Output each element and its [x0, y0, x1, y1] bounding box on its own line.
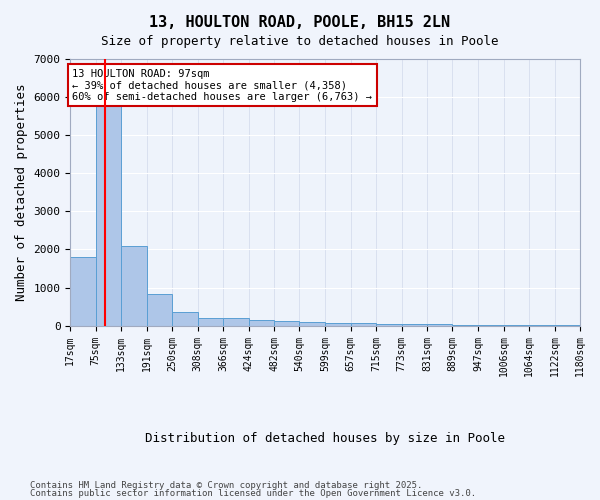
X-axis label: Distribution of detached houses by size in Poole: Distribution of detached houses by size …: [145, 432, 505, 445]
Bar: [121, 246, 146, 326]
Bar: [274, 321, 299, 326]
Bar: [478, 325, 504, 326]
Text: 13, HOULTON ROAD, POOLE, BH15 2LN: 13, HOULTON ROAD, POOLE, BH15 2LN: [149, 15, 451, 30]
Bar: [146, 294, 172, 326]
Text: Contains public sector information licensed under the Open Government Licence v3: Contains public sector information licen…: [30, 488, 476, 498]
Bar: [299, 322, 325, 326]
Bar: [376, 324, 401, 326]
Bar: [172, 312, 198, 326]
Y-axis label: Number of detached properties: Number of detached properties: [15, 84, 28, 301]
Bar: [351, 324, 376, 326]
Bar: [504, 325, 529, 326]
Bar: [70, 257, 95, 326]
Text: 13 HOULTON ROAD: 97sqm
← 39% of detached houses are smaller (4,358)
60% of semi-: 13 HOULTON ROAD: 97sqm ← 39% of detached…: [73, 68, 373, 102]
Bar: [427, 324, 452, 326]
Bar: [325, 323, 351, 326]
Text: Contains HM Land Registry data © Crown copyright and database right 2025.: Contains HM Land Registry data © Crown c…: [30, 481, 422, 490]
Bar: [401, 324, 427, 326]
Bar: [223, 318, 248, 326]
Bar: [95, 103, 121, 326]
Bar: [248, 320, 274, 326]
Text: Size of property relative to detached houses in Poole: Size of property relative to detached ho…: [101, 35, 499, 48]
Bar: [452, 324, 478, 326]
Bar: [198, 318, 223, 326]
